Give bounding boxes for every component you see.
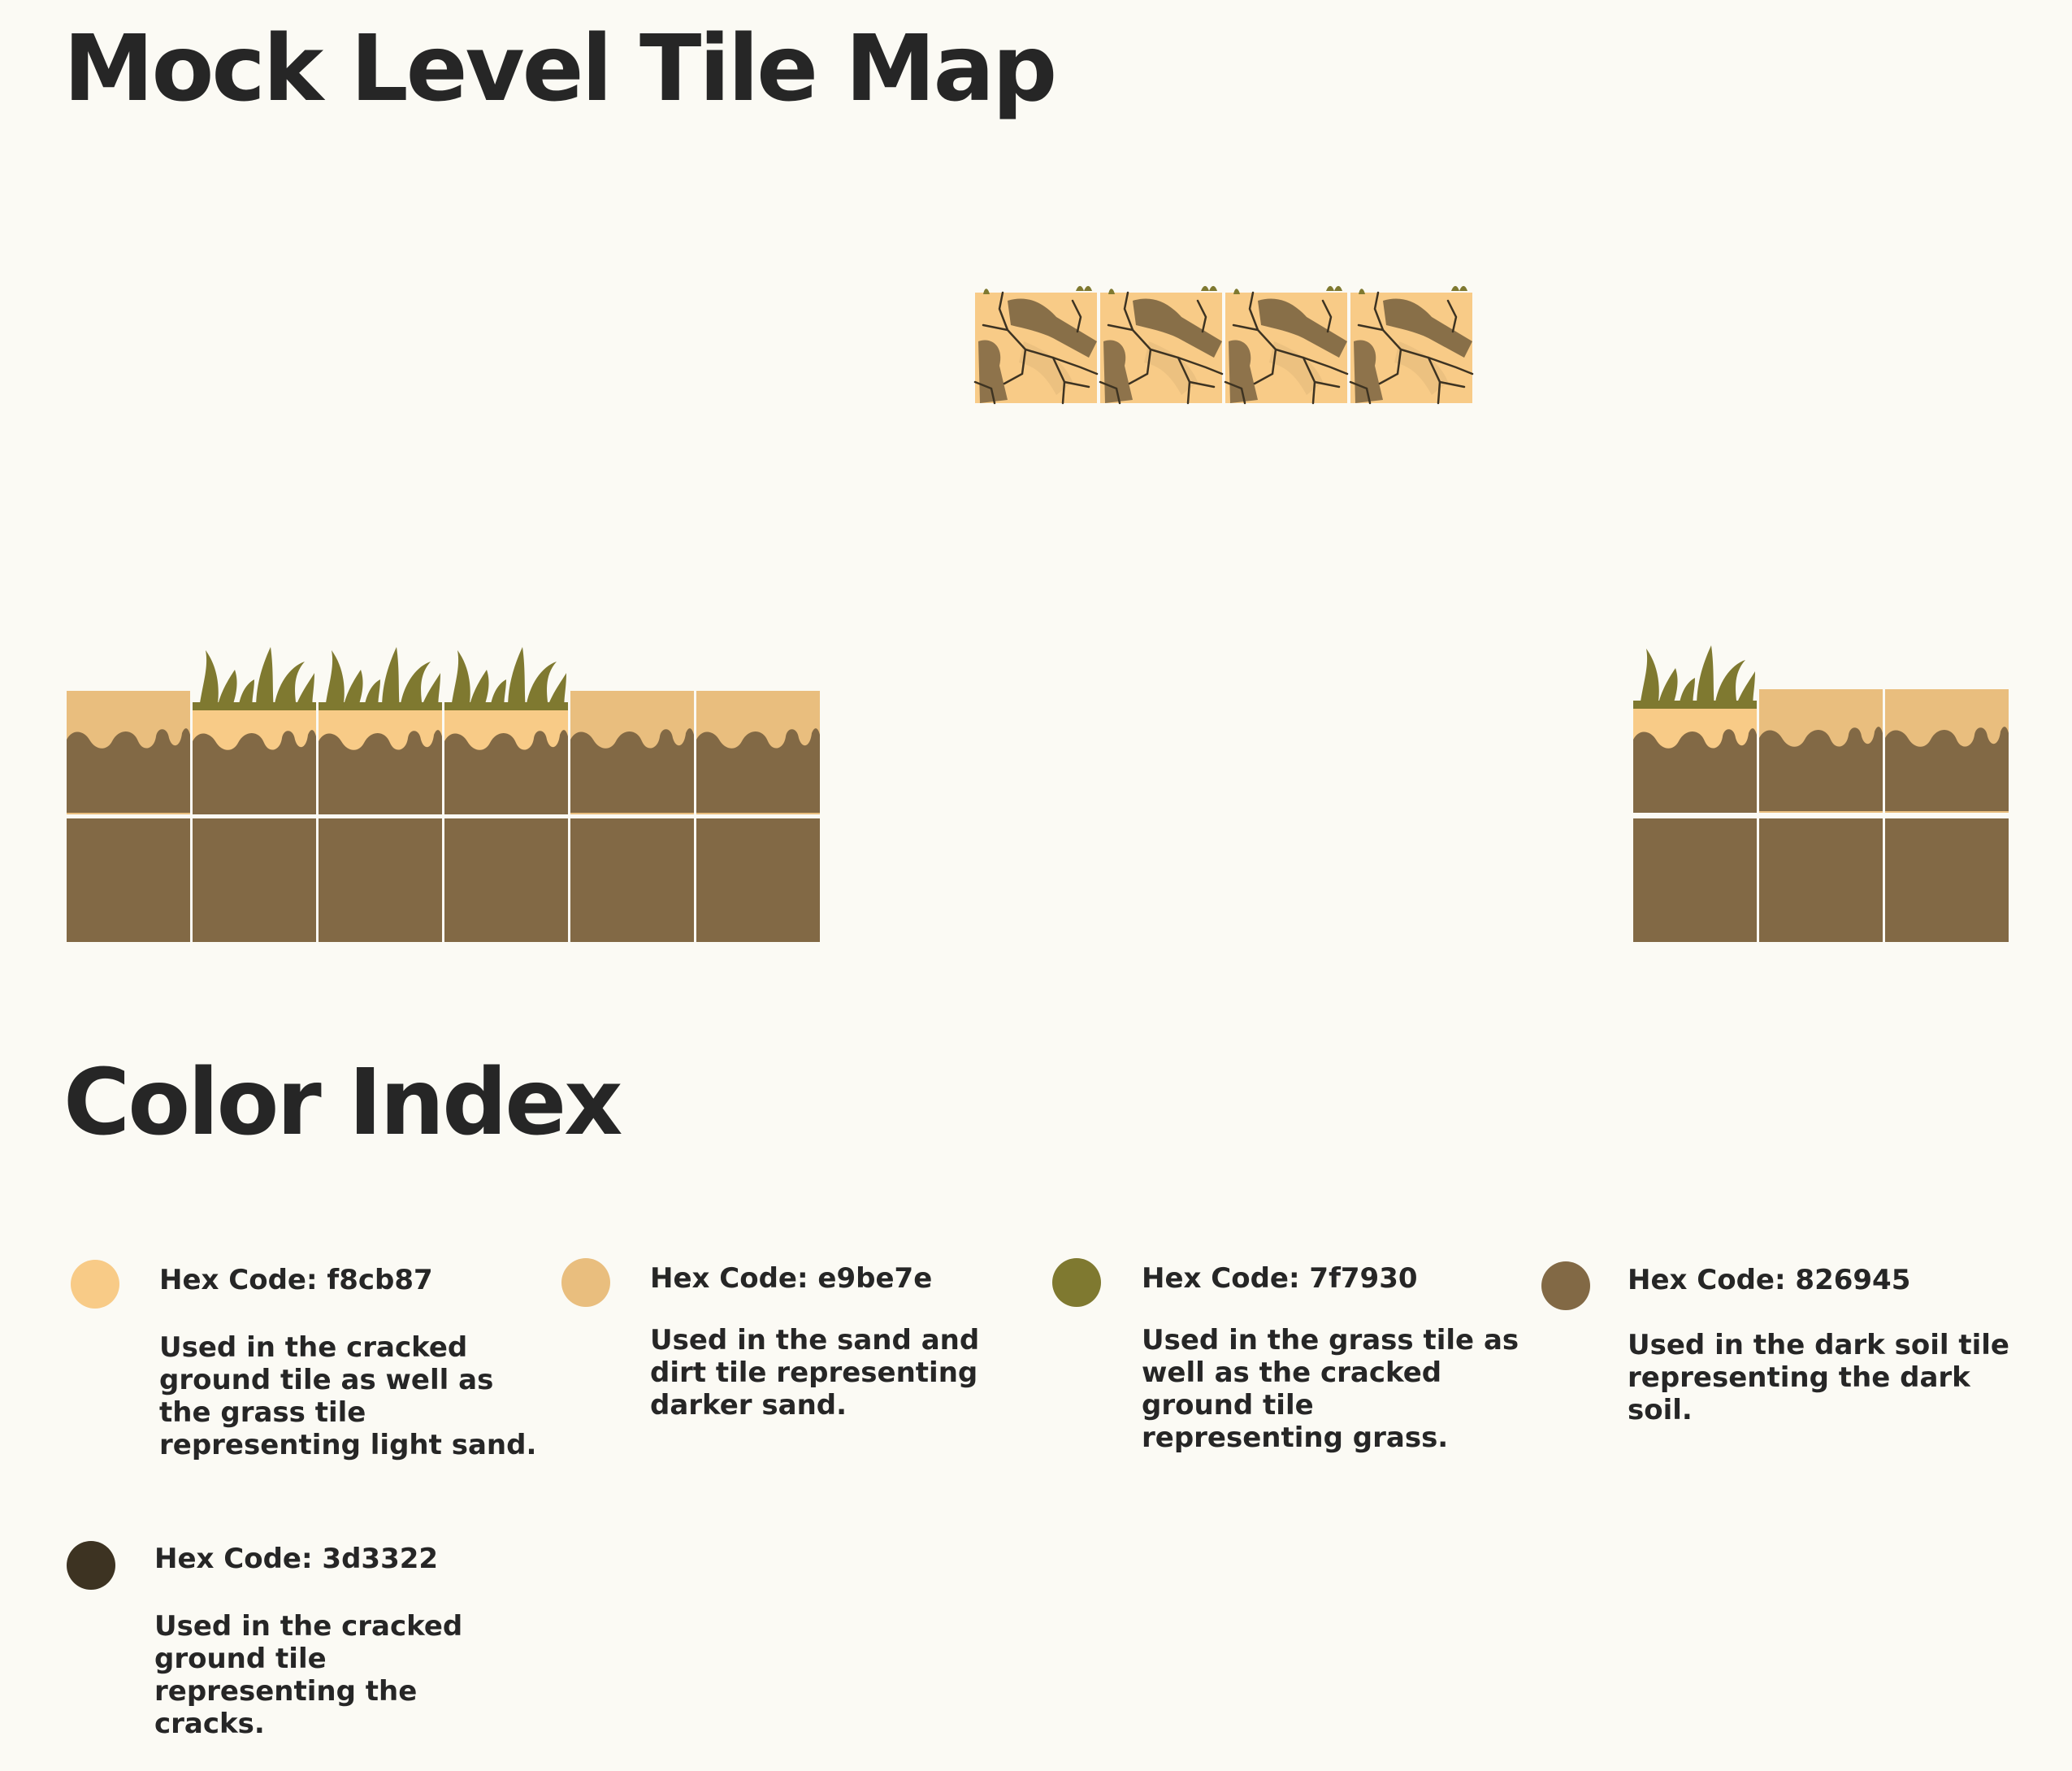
grass-sprout xyxy=(983,289,990,294)
grass-blade xyxy=(1714,660,1745,707)
cracked-ground-tile xyxy=(1349,285,1474,405)
dark-soil-tile xyxy=(1759,818,1883,942)
grass-blade xyxy=(400,662,431,709)
grass-strip xyxy=(1633,701,1757,709)
grass-blade xyxy=(238,679,254,709)
page-title: Mock Level Tile Map xyxy=(63,16,1057,122)
hex-code-label: Hex Code: 826945 xyxy=(1628,1264,1911,1296)
grass-sprout xyxy=(1233,289,1240,294)
grass-tile xyxy=(319,647,442,814)
grass-blade xyxy=(256,647,274,709)
grass-sprout xyxy=(1359,289,1365,294)
sand-dirt-tile xyxy=(570,691,694,814)
color-description: Used in the grass tile as well as the cr… xyxy=(1142,1324,1519,1454)
grass-blade xyxy=(1697,645,1714,707)
cracked-ground-tile xyxy=(973,285,1099,405)
grass-tile xyxy=(193,647,316,814)
dark-soil-tile xyxy=(67,818,190,942)
dark-soil-tile xyxy=(193,818,316,942)
cracked-ground-tile xyxy=(1099,285,1224,405)
grass-blade xyxy=(1640,649,1659,707)
hex-code-label: Hex Code: e9be7e xyxy=(650,1262,933,1295)
grass-blade xyxy=(274,662,305,709)
grass-strip xyxy=(444,702,568,710)
hex-code-label: Hex Code: f8cb87 xyxy=(159,1264,433,1296)
grass-blade xyxy=(325,650,345,709)
color-description: Used in the dark soil tile representing … xyxy=(1628,1329,2009,1426)
color-swatch-circle xyxy=(1541,1261,1590,1310)
grass-sprout xyxy=(1451,285,1467,291)
grass-blade xyxy=(451,650,470,709)
dark-soil-tile xyxy=(696,818,820,942)
grass-blade xyxy=(382,647,400,709)
grass-blade xyxy=(343,670,363,709)
grass-tile xyxy=(444,647,568,814)
grass-blade xyxy=(1736,671,1755,707)
sand-dirt-tile xyxy=(696,691,820,814)
grass-blade xyxy=(217,670,237,709)
sand-dirt-tile xyxy=(67,691,190,814)
grass-blade xyxy=(547,673,566,709)
grass-sprout xyxy=(1201,285,1217,291)
color-description: Used in the cracked ground tile as well … xyxy=(159,1331,537,1461)
dark-soil-tile xyxy=(570,818,694,942)
sand-dirt-tile xyxy=(1759,689,1883,813)
dark-soil-tile xyxy=(1885,818,2009,942)
cracked-ground-tile xyxy=(1224,285,1349,405)
color-swatch-circle xyxy=(561,1258,610,1307)
grass-blade xyxy=(199,650,219,709)
grass-blade xyxy=(469,670,489,709)
grass-sprout xyxy=(1076,285,1092,291)
grass-blade xyxy=(364,679,380,709)
grass-blade xyxy=(490,679,506,709)
grass-blade xyxy=(1658,668,1678,707)
grass-blade xyxy=(421,673,440,709)
grass-blade xyxy=(295,673,314,709)
hex-code-label: Hex Code: 3d3322 xyxy=(154,1543,439,1575)
color-index-heading: Color Index xyxy=(63,1050,622,1156)
grass-strip xyxy=(319,702,442,710)
grass-blade xyxy=(1679,678,1695,707)
color-description: Used in the sand and dirt tile represent… xyxy=(650,1324,980,1422)
tile-map xyxy=(67,285,2009,942)
dark-soil-tile xyxy=(444,818,568,942)
sand-dirt-tile xyxy=(1885,689,2009,813)
color-description: Used in the cracked ground tile represen… xyxy=(154,1610,463,1740)
dark-soil-tile xyxy=(319,818,442,942)
color-swatch-circle xyxy=(67,1541,115,1590)
grass-sprout xyxy=(1326,285,1342,291)
color-swatch-circle xyxy=(71,1260,119,1309)
grass-sprout xyxy=(1108,289,1115,294)
dark-soil-tile xyxy=(1633,818,1757,942)
grass-blade xyxy=(508,647,526,709)
color-swatch-circle xyxy=(1052,1258,1101,1307)
grass-tile xyxy=(1633,645,1757,813)
hex-code-label: Hex Code: 7f7930 xyxy=(1142,1262,1418,1295)
grass-blade xyxy=(526,662,557,709)
grass-strip xyxy=(193,702,316,710)
